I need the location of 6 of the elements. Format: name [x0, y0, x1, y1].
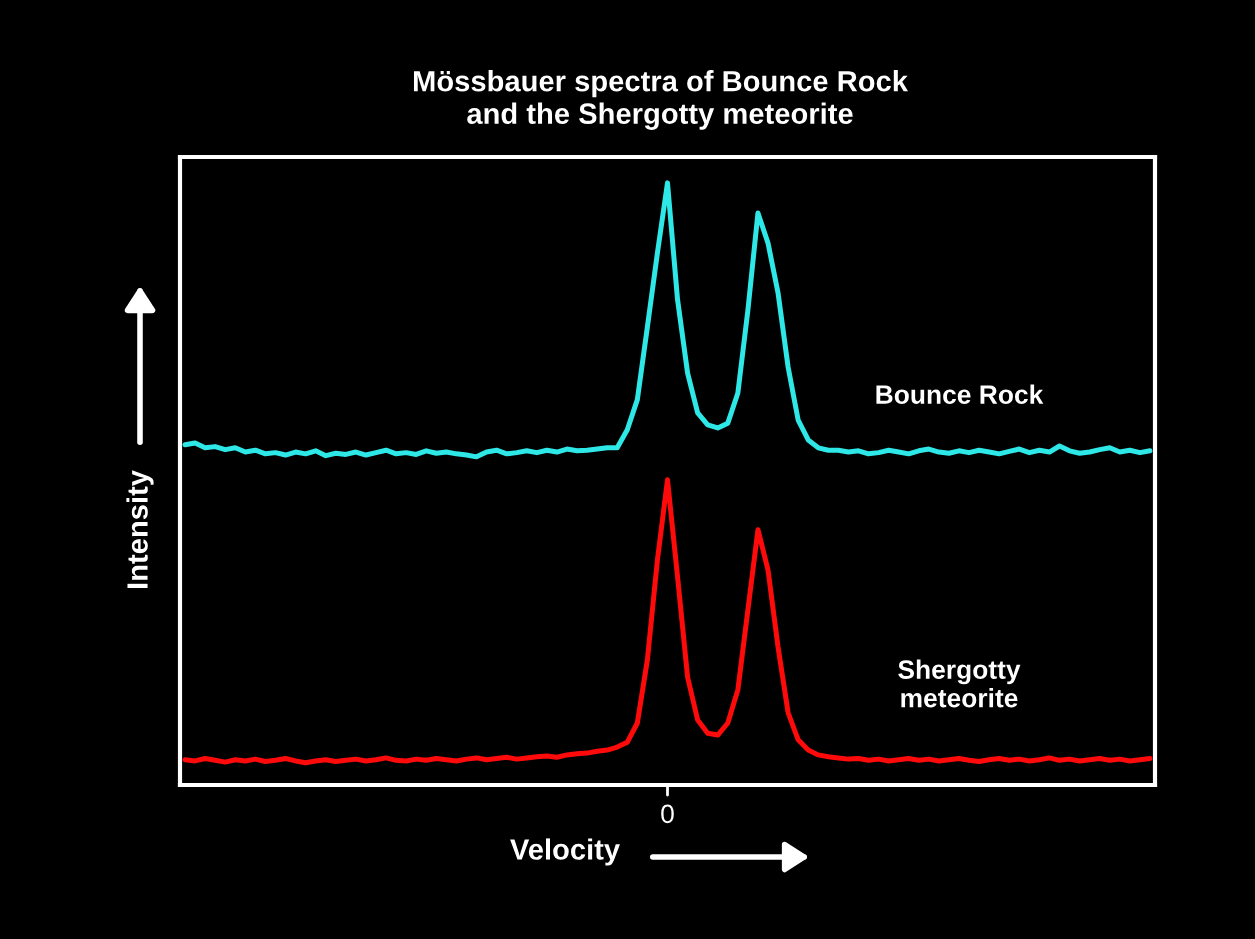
series-label: Bounce Rock: [876, 384, 1044, 404]
text: 0: [661, 804, 674, 824]
y-axis-title: Intensity: [126, 470, 154, 589]
series-label: Shergotty meteorite: [898, 659, 1021, 708]
x-axis-title: Velocity: [510, 838, 620, 866]
chart-title: Mössbauer spectra of Bounce Rock and the Shergotty meteorite: [413, 70, 909, 130]
